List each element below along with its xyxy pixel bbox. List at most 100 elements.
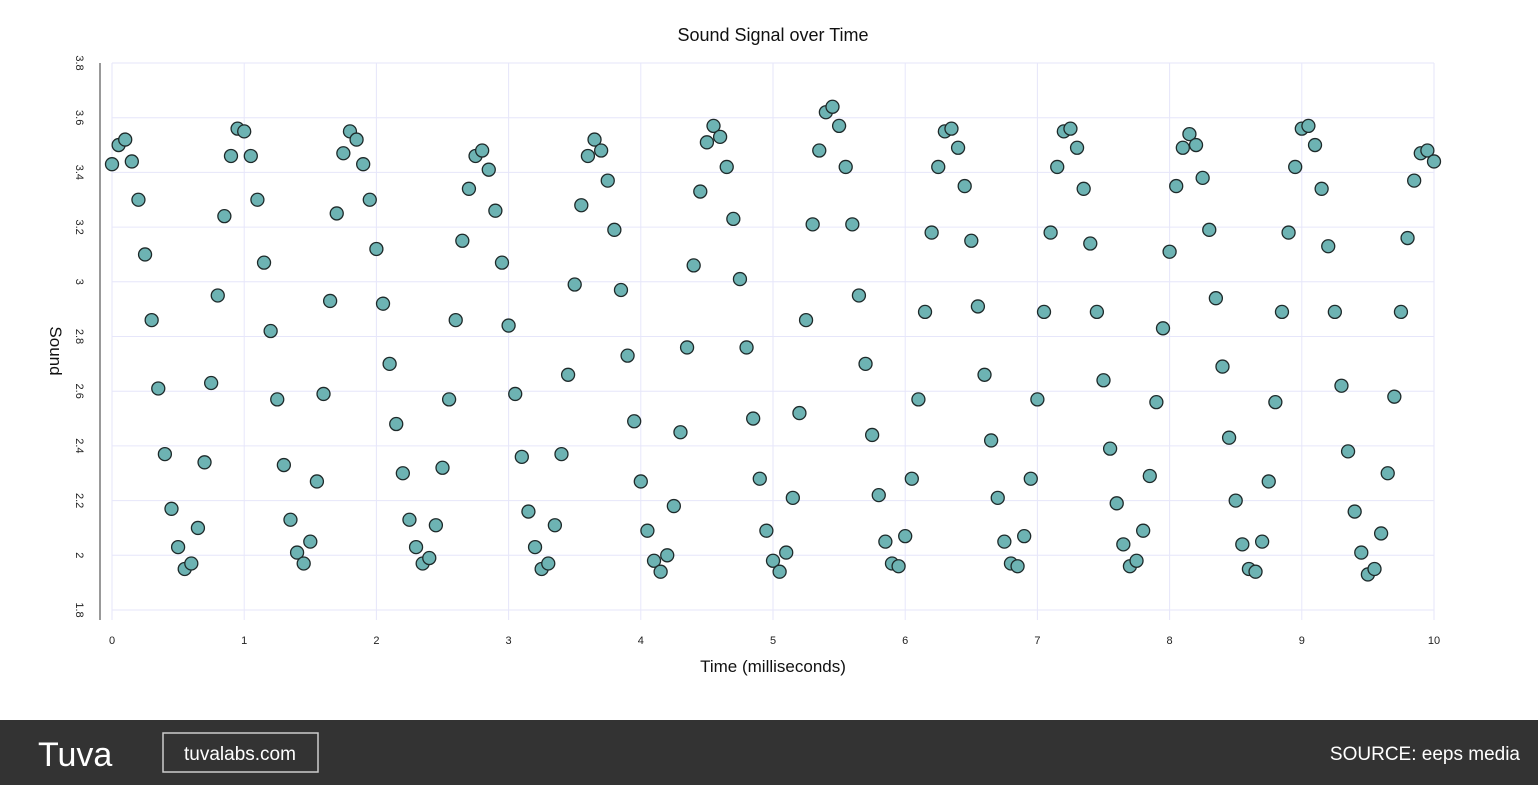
point bbox=[878, 534, 893, 549]
point bbox=[336, 146, 351, 161]
y-axis-label: Sound bbox=[46, 326, 65, 375]
point bbox=[190, 520, 206, 536]
point bbox=[607, 222, 622, 237]
point bbox=[686, 258, 701, 273]
point bbox=[508, 386, 523, 402]
point bbox=[243, 148, 258, 164]
point bbox=[309, 474, 325, 489]
point bbox=[719, 159, 734, 175]
x-tick-label: 6 bbox=[902, 635, 908, 647]
point bbox=[1281, 225, 1296, 240]
footer-logo: Tuva bbox=[38, 736, 112, 774]
x-tick-label: 1 bbox=[241, 635, 247, 647]
y-tick-label: 2.6 bbox=[73, 384, 85, 399]
point bbox=[1221, 430, 1237, 445]
point bbox=[924, 225, 939, 240]
point bbox=[1188, 137, 1204, 153]
point bbox=[627, 414, 642, 429]
point bbox=[223, 148, 239, 164]
point bbox=[640, 523, 655, 538]
point bbox=[547, 518, 563, 533]
point bbox=[699, 135, 715, 150]
point bbox=[1175, 140, 1190, 155]
point bbox=[792, 405, 807, 421]
point bbox=[1195, 170, 1210, 186]
point bbox=[527, 539, 543, 555]
point bbox=[541, 556, 556, 571]
point bbox=[1301, 118, 1316, 134]
point bbox=[475, 143, 490, 158]
grid: 1.8 2 2.2 2.4 2.6 2.8 3 3.2 3.4 3.6 3.8 0 1 2 3 4 5 6 7 8 9 1… bbox=[73, 55, 1440, 647]
footer-site-box bbox=[162, 732, 319, 773]
point bbox=[673, 425, 688, 440]
point bbox=[270, 392, 285, 407]
point bbox=[237, 124, 252, 139]
point bbox=[752, 471, 767, 486]
point bbox=[296, 556, 311, 571]
point bbox=[1334, 378, 1349, 393]
point bbox=[481, 162, 496, 177]
point bbox=[210, 288, 225, 303]
footer bbox=[0, 720, 1538, 785]
point bbox=[441, 392, 457, 407]
point bbox=[1102, 441, 1118, 456]
point bbox=[256, 255, 272, 270]
point bbox=[362, 192, 377, 207]
point bbox=[1050, 159, 1065, 175]
point bbox=[633, 474, 648, 489]
point bbox=[322, 293, 338, 309]
point bbox=[382, 356, 397, 372]
point bbox=[104, 157, 120, 172]
point bbox=[1069, 140, 1085, 155]
point bbox=[944, 121, 959, 136]
point bbox=[567, 277, 582, 292]
point bbox=[825, 99, 840, 114]
point bbox=[765, 553, 781, 568]
point bbox=[1096, 373, 1111, 388]
y-tick-label: 1.8 bbox=[73, 602, 85, 617]
point bbox=[1321, 239, 1336, 254]
point bbox=[587, 132, 602, 147]
point bbox=[501, 318, 516, 333]
point bbox=[983, 433, 999, 448]
point bbox=[1142, 468, 1157, 484]
point bbox=[812, 143, 827, 158]
point bbox=[349, 132, 364, 147]
point bbox=[1254, 534, 1270, 549]
point bbox=[1228, 493, 1243, 508]
point bbox=[1393, 304, 1409, 320]
x-tick-label: 0 bbox=[109, 635, 115, 647]
x-tick-label: 4 bbox=[638, 635, 644, 647]
point bbox=[514, 449, 529, 464]
point bbox=[521, 504, 536, 519]
point bbox=[1314, 181, 1329, 196]
point bbox=[124, 154, 139, 169]
point bbox=[1288, 159, 1303, 175]
x-tick-label: 8 bbox=[1167, 635, 1173, 647]
footer-site[interactable]: tuvalabs.com bbox=[184, 744, 296, 765]
point bbox=[1010, 559, 1025, 574]
point bbox=[845, 217, 860, 232]
point bbox=[494, 255, 510, 270]
point bbox=[157, 446, 173, 462]
point bbox=[871, 487, 886, 503]
point bbox=[1162, 244, 1177, 259]
point bbox=[1202, 222, 1217, 237]
point bbox=[164, 501, 179, 516]
point bbox=[329, 206, 344, 221]
y-tick-label: 3.6 bbox=[73, 110, 85, 125]
point bbox=[1307, 137, 1323, 153]
point bbox=[316, 386, 331, 402]
point bbox=[950, 140, 966, 155]
point bbox=[428, 518, 444, 533]
point bbox=[1400, 230, 1415, 246]
point bbox=[613, 282, 629, 298]
point bbox=[653, 564, 668, 579]
point bbox=[250, 192, 265, 207]
point bbox=[263, 323, 278, 339]
point bbox=[151, 381, 166, 396]
y-tick-label: 2.8 bbox=[73, 329, 85, 344]
point bbox=[660, 548, 675, 563]
point bbox=[217, 209, 232, 224]
point bbox=[137, 247, 153, 262]
